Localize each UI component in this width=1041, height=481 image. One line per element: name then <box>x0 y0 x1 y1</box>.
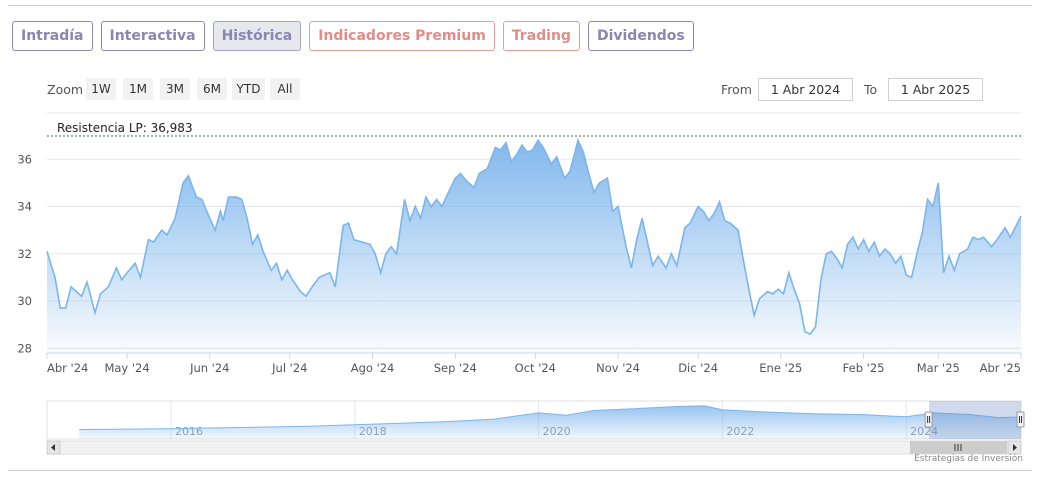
x-tick-label: Abr '25 <box>980 361 1021 375</box>
zoom-6m-button[interactable]: 6M <box>197 78 227 100</box>
zoom-3m-button[interactable]: 3M <box>160 78 190 100</box>
to-date-input[interactable]: 1 Abr 2025 <box>888 78 983 101</box>
navigator-right-handle[interactable] <box>1016 411 1025 428</box>
top-divider <box>8 5 1032 6</box>
x-tick-label: Sep '24 <box>434 361 477 375</box>
x-tick-label: Nov '24 <box>596 361 640 375</box>
bottom-divider <box>8 470 1032 471</box>
x-tick-label: Mar '25 <box>917 361 960 375</box>
price-area <box>47 140 1021 353</box>
x-tick-label: Jun '24 <box>189 361 229 375</box>
navigator-area <box>79 405 1021 439</box>
from-label: From <box>721 82 752 97</box>
x-tick-label: Ene '25 <box>759 361 802 375</box>
x-tick-label: Abr '24 <box>47 361 88 375</box>
scroll-left-icon <box>51 444 55 451</box>
zoom-ytd-button[interactable]: YTD <box>232 78 265 100</box>
tab-trading[interactable]: Trading <box>502 21 580 51</box>
tab-indicadores-premium[interactable]: Indicadores Premium <box>309 21 495 51</box>
scroll-right-icon <box>1013 444 1017 451</box>
navigator-line <box>79 405 1022 430</box>
tab-interactiva[interactable]: Interactiva <box>100 21 205 51</box>
y-tick-label: 36 <box>17 152 32 166</box>
resistance-label: Resistencia LP: 36,983 <box>57 121 193 135</box>
y-tick-label: 28 <box>17 341 32 355</box>
x-tick-label: Dic '24 <box>678 361 718 375</box>
y-tick-label: 34 <box>17 200 32 214</box>
x-tick-label: May '24 <box>104 361 149 375</box>
tab-dividendos[interactable]: Dividendos <box>587 21 694 51</box>
tab-intradia[interactable]: Intradía <box>12 21 93 51</box>
y-tick-label: 30 <box>17 294 32 308</box>
zoom-1w-button[interactable]: 1W <box>86 78 116 100</box>
zoom-label: Zoom <box>47 82 84 97</box>
price-line <box>46 138 1022 336</box>
x-tick-label: Jul '24 <box>271 361 307 375</box>
scrollbar-track[interactable] <box>46 440 1022 455</box>
to-label: To <box>864 82 878 97</box>
y-tick-label: 32 <box>17 247 32 261</box>
credits-label: Estrategias de Inversión <box>914 454 1023 464</box>
zoom-1m-button[interactable]: 1M <box>123 78 153 100</box>
tab-historica[interactable]: Histórica <box>212 21 302 51</box>
chart-tabs: Intradía Interactiva Histórica Indicador… <box>12 21 694 51</box>
x-tick-label: Feb '25 <box>843 361 885 375</box>
navigator-selection <box>929 401 1021 439</box>
x-tick-label: Oct '24 <box>515 361 556 375</box>
from-date-input[interactable]: 1 Abr 2024 <box>758 78 853 101</box>
zoom-all-button[interactable]: All <box>270 78 300 100</box>
navigator-left-handle[interactable] <box>924 411 933 428</box>
x-tick-label: Ago '24 <box>351 361 395 375</box>
